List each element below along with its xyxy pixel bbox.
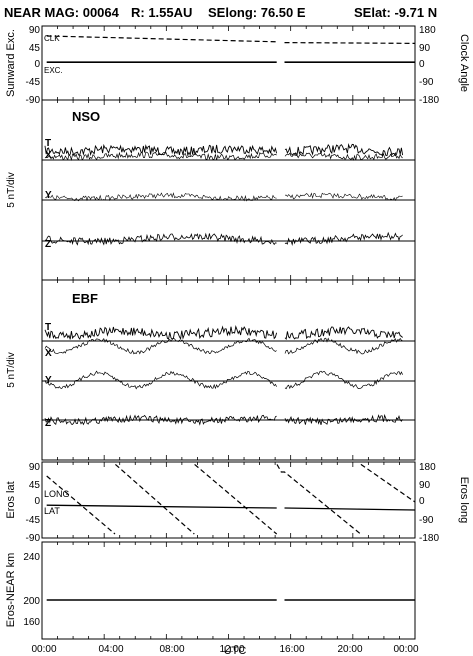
eros-long-tick-180: 180 — [419, 462, 436, 473]
nso-traces — [44, 143, 404, 247]
ebf-trace-z — [44, 413, 403, 426]
x-tick-1600: 16:00 — [279, 644, 304, 655]
clock-tick-neg90: -90 — [419, 77, 434, 88]
eros-panel-frame — [41, 461, 416, 539]
sunward-tick-45: 45 — [29, 43, 41, 54]
ebf-trace-label-t: T — [45, 322, 51, 333]
long-series-label: LONG — [44, 489, 70, 499]
clock-angle-axis-label: Clock Angle — [458, 34, 470, 92]
eros-lat-tick-45: 45 — [29, 480, 41, 491]
range-readout: R: 1.55AU — [131, 5, 192, 20]
nso-trace-t — [44, 143, 404, 157]
eros-long-tick-90: 90 — [419, 480, 431, 491]
distance-tick-200: 200 — [23, 596, 40, 607]
lat-series-label: LAT — [44, 506, 60, 516]
sunward-tick-neg90: -90 — [26, 95, 41, 106]
nso-trace-x — [44, 151, 403, 162]
eros-long-axis-label: Eros long — [458, 477, 470, 523]
distance-tick-160: 160 — [23, 617, 40, 628]
distance-panel-frame — [41, 541, 416, 640]
eros-long-tick-0: 0 — [419, 496, 425, 507]
nso-trace-label-t: T — [45, 138, 51, 149]
sunward-tick-90: 90 — [29, 25, 41, 36]
nso-ylabel: 5 nT/div — [6, 172, 17, 208]
eros-lat-tick-90: 90 — [29, 462, 41, 473]
x-tick-2000: 20:00 — [337, 644, 362, 655]
lat-series-line — [46, 504, 416, 511]
ebf-trace-t — [44, 324, 403, 341]
ebf-trace-y — [44, 370, 403, 390]
mission-title: NEAR MAG: 00064 — [4, 5, 120, 20]
ebf-trace-x — [44, 337, 403, 355]
clk-series-label: CLK — [44, 34, 60, 43]
nso-panel-title: NSO — [72, 109, 100, 124]
eros-long-tick-neg180: -180 — [419, 533, 439, 544]
ebf-panel-title: EBF — [72, 291, 98, 306]
nso-trace-y — [44, 192, 403, 202]
clk-series-line — [46, 35, 416, 44]
clock-tick-180: 180 — [419, 25, 436, 36]
x-tick-2400: 00:00 — [393, 644, 418, 655]
nso-panel-frame — [41, 99, 416, 281]
x-axis-label: UTC — [224, 645, 247, 656]
eros-lat-axis-label: Eros lat — [5, 481, 17, 518]
long-series-line — [46, 463, 416, 535]
ebf-trace-label-y: Y — [45, 375, 52, 386]
clock-tick-0: 0 — [419, 59, 425, 70]
nso-trace-label-x: X — [45, 150, 52, 161]
ebf-trace-label-x: X — [45, 348, 52, 359]
axis-ticks — [41, 26, 416, 639]
distance-tick-240: 240 — [23, 552, 40, 563]
eros-lat-tick-neg45: -45 — [26, 515, 41, 526]
selat-readout: SElat: -9.71 N — [354, 5, 437, 20]
selong-readout: SElong: 76.50 E — [208, 5, 306, 20]
x-tick-0800: 08:00 — [159, 644, 184, 655]
x-tick-1200: 12:00 — [219, 644, 244, 655]
sunward-tick-0: 0 — [34, 59, 40, 70]
ebf-panel-frame — [41, 279, 416, 461]
clock-tick-90: 90 — [419, 43, 431, 54]
clock-tick-neg180: -180 — [419, 95, 439, 106]
distance-axis-label: Eros-NEAR km — [5, 553, 17, 628]
sunward-tick-neg45: -45 — [26, 77, 41, 88]
nso-trace-label-z: Z — [45, 239, 51, 250]
eros-lat-tick-neg90: -90 — [26, 533, 41, 544]
ebf-ylabel: 5 nT/div — [6, 352, 17, 388]
ebf-trace-label-z: Z — [45, 418, 51, 429]
sunward-left-axis-label: Sunward Exc. — [5, 29, 17, 97]
nso-trace-label-y: Y — [45, 190, 52, 201]
eros-lat-tick-0: 0 — [34, 496, 40, 507]
ebf-traces — [44, 324, 403, 426]
nso-trace-z — [44, 231, 403, 247]
x-tick-0000: 00:00 — [31, 644, 56, 655]
eros-long-tick-neg90: -90 — [419, 515, 434, 526]
exc-series-label: EXC. — [44, 66, 63, 75]
x-tick-0400: 04:00 — [98, 644, 123, 655]
